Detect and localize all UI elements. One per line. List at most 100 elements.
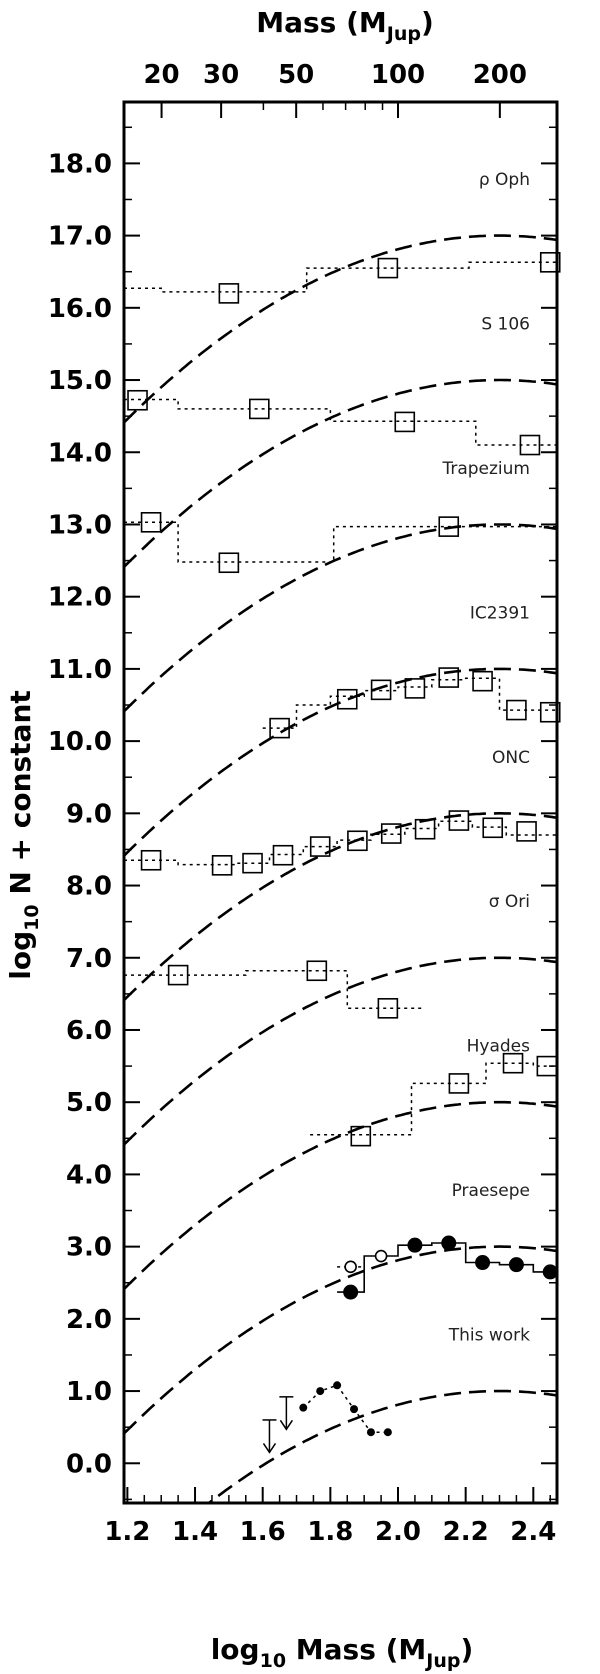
top-tick-label: 100	[371, 60, 425, 90]
x-tick-label: 2.0	[375, 1517, 421, 1547]
reference-curve-8	[124, 378, 557, 568]
y-tick-label: 10.0	[48, 727, 112, 757]
series-label-trapezium: Trapezium	[441, 459, 530, 479]
series-label-praesepe: Praesepe	[452, 1181, 530, 1201]
hyades-step-line	[310, 1062, 557, 1136]
y-tick-label: 8.0	[66, 872, 112, 902]
y-tick-label: 2.0	[66, 1305, 112, 1335]
this-work-marker-5	[366, 1428, 375, 1437]
reference-curve-9	[124, 234, 557, 424]
ic2391-marker-2	[336, 688, 358, 710]
reference-curve-7	[124, 523, 557, 713]
ic2391-marker-6	[472, 670, 493, 692]
onc-marker-5	[309, 836, 331, 857]
oph-marker-1	[218, 283, 240, 304]
onc-marker-2	[211, 855, 233, 876]
top-tick-label: 200	[473, 60, 527, 90]
series-label-ori: σ Ori	[489, 892, 530, 912]
series-label-s-106: S 106	[481, 314, 530, 334]
ori-marker-1	[167, 964, 189, 986]
this-work-marker-2	[316, 1387, 325, 1396]
s-106-step-line	[124, 398, 557, 446]
axis-tick-labels: 1.2 1.4 1.6 1.8 2.0 2.2 2.4 0.0 1.0 2.0 3.0 4.0 5.0 6…	[48, 60, 557, 1547]
this-work-connector	[302, 1384, 388, 1433]
y-tick-label: 7.0	[66, 944, 112, 974]
trapezium-marker-2	[218, 552, 240, 574]
y-tick-label: 0.0	[66, 1449, 112, 1479]
x-tick-label: 1.4	[172, 1517, 218, 1547]
top-tick-label: 20	[143, 60, 179, 90]
onc-marker-10	[482, 817, 504, 839]
series-label-ic2391: IC2391	[470, 603, 530, 623]
this-work-upper-limit-arrow-1	[262, 1443, 277, 1454]
onc-marker-4	[272, 844, 294, 866]
praesepe-marker-1	[343, 1284, 359, 1300]
trapezium-marker-1	[140, 511, 162, 533]
y-tick-label: 16.0	[48, 294, 112, 324]
y-tick-label: 15.0	[48, 366, 112, 396]
trapezium-step-line	[124, 521, 557, 563]
ic2391-marker-4	[404, 678, 426, 699]
top-tick-label: 50	[278, 60, 314, 90]
ori-step-line	[124, 970, 426, 1010]
onc-marker-8	[414, 818, 436, 840]
y-tick-label: 1.0	[66, 1377, 112, 1407]
y-tick-label: 13.0	[48, 510, 112, 540]
praesepe-marker-4	[475, 1255, 491, 1271]
y-axis-title: log10 N + constant	[4, 690, 43, 980]
hyades-marker-3	[502, 1052, 524, 1074]
top-tick-label: 30	[203, 60, 239, 90]
onc-marker-11	[516, 821, 537, 842]
onc-marker-3	[242, 852, 263, 874]
y-tick-label: 12.0	[48, 583, 112, 613]
this-work-marker-6	[383, 1428, 392, 1437]
y-tick-label: 6.0	[66, 1016, 112, 1046]
ic2391-step-line	[262, 677, 557, 729]
y-tick-label: 4.0	[66, 1160, 112, 1190]
series-label-hyades: Hyades	[467, 1037, 531, 1057]
series-label-onc: ONC	[492, 748, 530, 768]
ic2391-marker-7	[506, 699, 527, 721]
series-label-oph: ρ Oph	[479, 170, 530, 190]
oph-step-line	[124, 261, 557, 293]
praesepe-marker-2	[407, 1237, 423, 1253]
y-tick-label: 9.0	[66, 799, 112, 829]
s-106-marker-1	[127, 389, 148, 411]
ic2391-marker-1	[269, 717, 290, 739]
onc-step-line	[124, 820, 557, 866]
reference-curve-3	[124, 1100, 557, 1291]
oph-marker-2	[377, 257, 399, 279]
ori-marker-2	[306, 960, 328, 982]
onc-marker-9	[448, 810, 470, 831]
x-axis-title: log10 Mass (MJup)	[211, 1633, 474, 1672]
hyades-marker-2	[448, 1073, 470, 1094]
y-tick-label: 17.0	[48, 222, 112, 252]
this-work-marker-1	[299, 1403, 308, 1412]
praesepe-open-marker-1	[344, 1260, 357, 1274]
reference-curve-2	[124, 1245, 557, 1435]
onc-marker-6	[347, 830, 368, 852]
y-tick-label: 11.0	[48, 655, 112, 685]
top-axis-title: Mass (MJup)	[256, 6, 434, 45]
reference-curve-6	[124, 667, 557, 857]
praesepe-open-marker-2	[374, 1249, 388, 1263]
ic2391-marker-8	[539, 701, 561, 723]
reference-curves	[124, 234, 557, 1503]
ic2391-marker-5	[438, 667, 460, 688]
ori-marker-3	[377, 998, 399, 1019]
x-tick-label: 1.2	[104, 1517, 150, 1547]
praesepe-marker-3	[441, 1235, 457, 1251]
ic2391-marker-3	[370, 679, 392, 701]
praesepe-marker-6	[542, 1264, 558, 1280]
y-tick-label: 3.0	[66, 1233, 112, 1263]
onc-marker-7	[380, 823, 402, 844]
data-markers	[127, 252, 561, 1454]
axis-ticks	[124, 102, 557, 1503]
plot-frame	[122, 100, 559, 1505]
s-106-marker-3	[394, 411, 416, 433]
reference-curve-1	[206, 1389, 557, 1503]
reference-curve-4	[124, 956, 557, 1146]
x-tick-label: 1.8	[307, 1517, 353, 1547]
praesepe-marker-5	[508, 1257, 524, 1273]
